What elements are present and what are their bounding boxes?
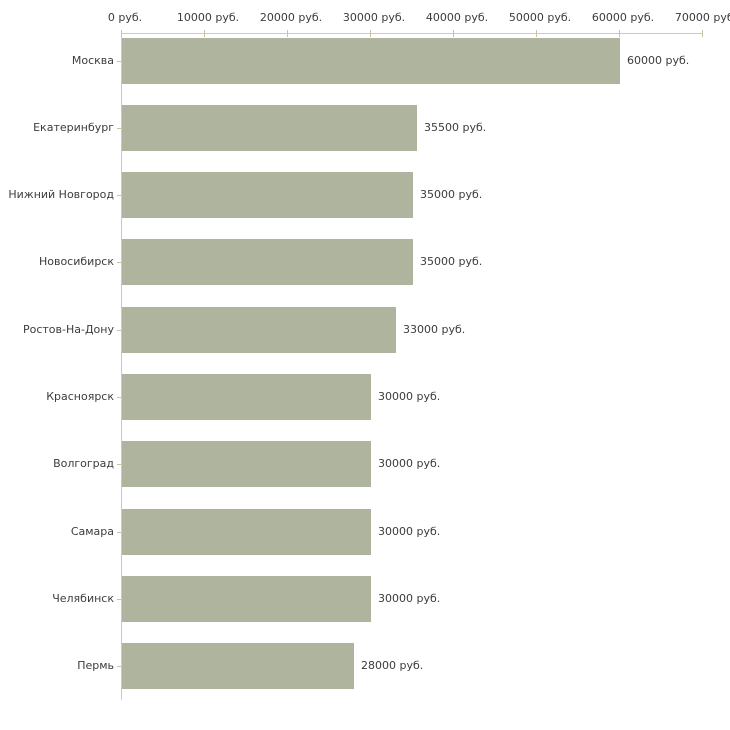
x-axis-tick-label: 50000 руб.	[508, 11, 572, 24]
bar	[122, 306, 396, 353]
category-label: Пермь	[77, 659, 114, 673]
bar	[122, 172, 413, 219]
category-label: Челябинск	[52, 591, 114, 605]
x-axis-tick-label: 30000 руб.	[342, 11, 406, 24]
value-label: 30000 руб.	[378, 524, 441, 538]
value-label: 35000 руб.	[420, 188, 483, 202]
bar	[122, 374, 371, 420]
bar	[122, 575, 371, 622]
value-label: 60000 руб.	[627, 53, 690, 67]
bar	[122, 643, 354, 690]
y-axis-tick	[117, 262, 121, 263]
category-label: Нижний Новгород	[8, 188, 114, 202]
x-axis-tick-label: 40000 руб.	[425, 11, 489, 24]
value-label: 35500 руб.	[424, 120, 487, 134]
bar	[122, 239, 413, 286]
value-label: 30000 руб.	[378, 390, 441, 403]
bar	[122, 37, 620, 84]
y-axis-tick	[117, 330, 121, 331]
y-axis-tick	[117, 128, 121, 129]
value-label: 28000 руб.	[361, 659, 424, 673]
y-axis-tick	[117, 599, 121, 600]
x-axis-tick-label: 60000 руб.	[591, 11, 655, 24]
category-label: Екатеринбург	[33, 120, 114, 134]
value-label: 30000 руб.	[378, 457, 441, 471]
value-label: 35000 руб.	[420, 255, 483, 269]
bar	[122, 104, 417, 151]
x-axis-line	[121, 33, 703, 34]
category-label: Самара	[70, 524, 114, 538]
x-axis-tick	[619, 30, 620, 37]
x-axis-tick-label: 0 руб.	[107, 11, 143, 24]
x-axis-tick	[702, 30, 703, 37]
y-axis-line	[121, 33, 122, 700]
x-axis-tick	[287, 30, 288, 37]
x-axis-tick-label: 20000 руб.	[259, 11, 323, 24]
y-axis-tick	[117, 532, 121, 533]
value-label: 33000 руб.	[403, 322, 466, 336]
category-label: Москва	[71, 53, 114, 67]
y-axis-tick	[117, 61, 121, 62]
y-axis-tick	[117, 397, 121, 398]
x-axis-tick-label: 10000 руб.	[176, 11, 240, 24]
y-axis-tick	[117, 195, 121, 196]
value-label: 30000 руб.	[378, 591, 441, 605]
x-axis-tick	[370, 30, 371, 37]
category-label: Волгоград	[53, 457, 114, 471]
x-axis-tick	[453, 30, 454, 37]
category-label: Ростов-На-Дону	[22, 322, 114, 336]
y-axis-tick	[117, 666, 121, 667]
x-axis-tick	[121, 30, 122, 37]
category-label: Новосибирск	[38, 255, 114, 269]
x-axis-tick	[536, 30, 537, 37]
category-label: Красноярск	[46, 390, 114, 403]
bar	[122, 441, 371, 488]
x-axis-tick	[204, 30, 205, 37]
bar	[122, 508, 371, 555]
x-axis-tick-label: 70000 руб.	[674, 11, 730, 24]
y-axis-tick	[117, 464, 121, 465]
